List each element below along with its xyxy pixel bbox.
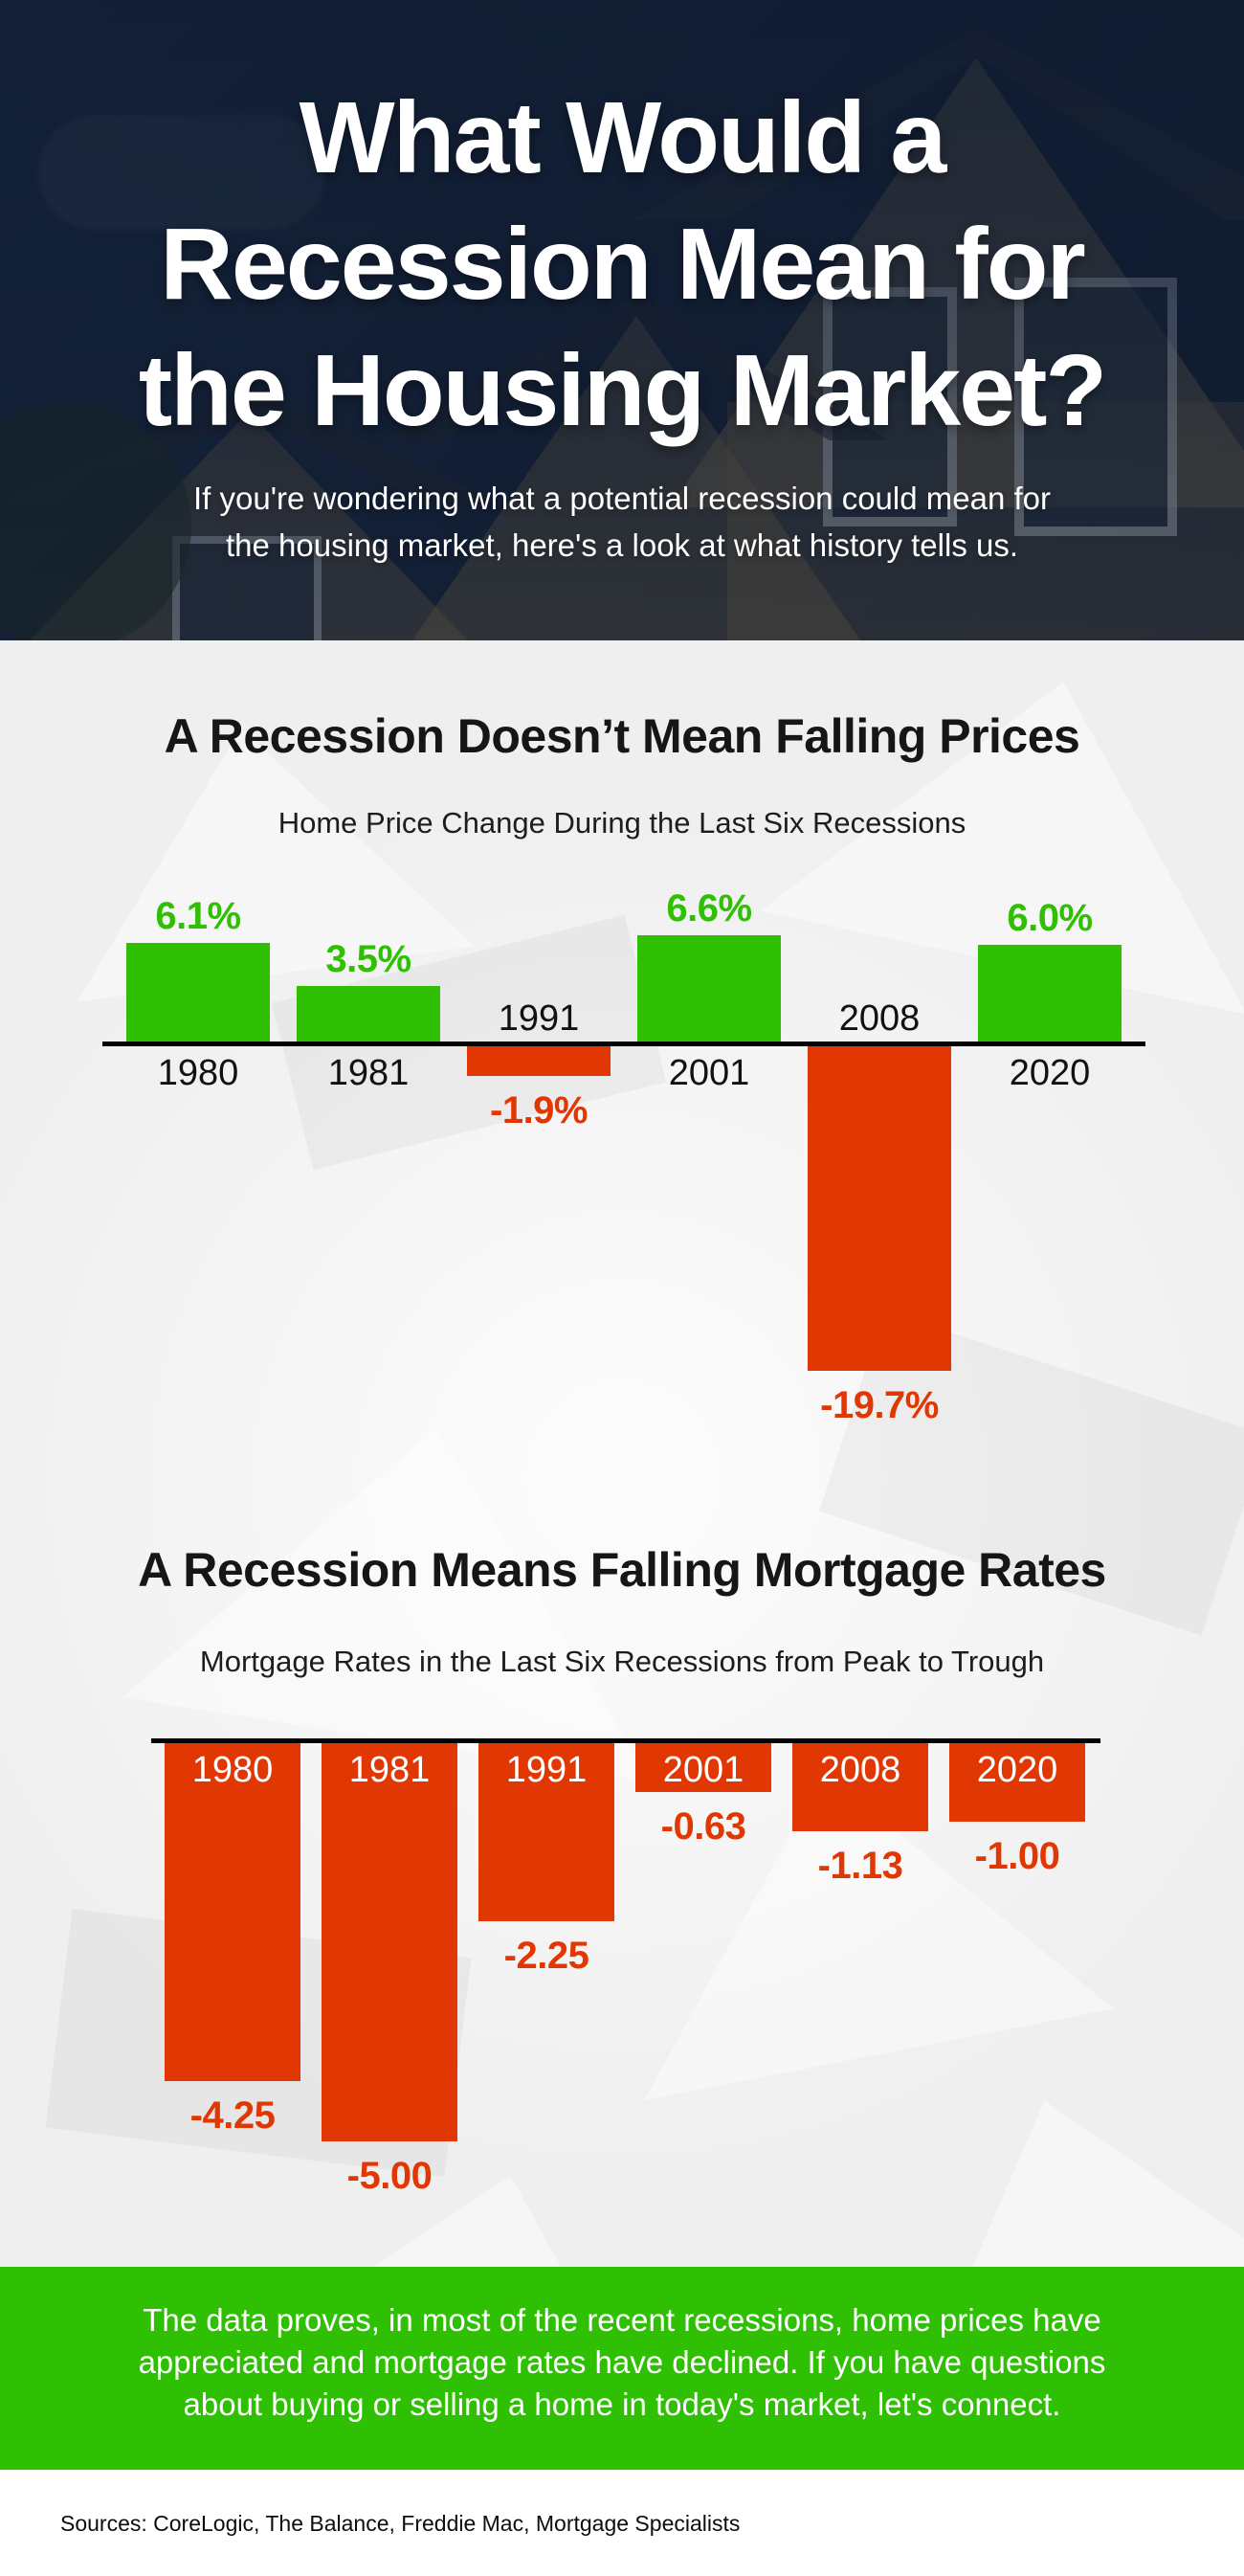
bar-1980: [165, 1741, 300, 2081]
summary-text: The data proves, in most of the recent r…: [0, 2299, 1244, 2426]
page-title-line: Recession Mean for: [160, 208, 1085, 321]
bar-1991: [467, 1044, 611, 1076]
section-heading-prices: A Recession Doesn’t Mean Falling Prices: [164, 709, 1080, 763]
year-label-1980: 1980: [157, 1053, 239, 1093]
year-label-1991: 1991: [498, 998, 580, 1039]
bar-1981: [297, 986, 440, 1044]
bar-2008: [792, 1741, 928, 1831]
value-label-1981: 3.5%: [325, 938, 411, 980]
value-label-1981: -5.00: [346, 2155, 433, 2197]
year-label-1991: 1991: [505, 1750, 588, 1790]
year-label-2008: 2008: [819, 1750, 901, 1790]
section-subheading-prices: Home Price Change During the Last Six Re…: [278, 806, 966, 840]
value-label-2001: -0.63: [660, 1805, 746, 1848]
zero-axis-line: [102, 1042, 1145, 1046]
year-label-2001: 2001: [662, 1750, 744, 1790]
page-title-line: What Would a: [299, 81, 947, 194]
section-subheading-rates: Mortgage Rates in the Last Six Recession…: [199, 1645, 1045, 1678]
value-label-2001: 6.6%: [666, 887, 752, 930]
summary-text-line: about buying or selling a home in today'…: [183, 2386, 1061, 2422]
page-title-line: the Housing Market?: [138, 334, 1107, 447]
page-subtitle-line: If you're wondering what a potential rec…: [193, 481, 1051, 516]
bar-1991: [478, 1741, 614, 1921]
bar-2020: [949, 1741, 1085, 1822]
bar-2020: [978, 945, 1122, 1044]
section-heading-rates: A Recession Means Falling Mortgage Rates: [138, 1543, 1106, 1597]
sources-note: Sources: CoreLogic, The Balance, Freddie…: [60, 2511, 741, 2536]
year-label-2008: 2008: [838, 998, 921, 1039]
value-label-2008: -1.13: [817, 1845, 903, 1887]
value-label-1991: -1.9%: [490, 1089, 589, 1131]
page-subtitle-line: the housing market, here's a look at wha…: [225, 527, 1019, 563]
value-label-2008: -19.7%: [820, 1384, 939, 1426]
value-label-1980: -4.25: [189, 2094, 276, 2137]
hero-dark-overlay: [0, 0, 1244, 640]
value-label-2020: 6.0%: [1007, 897, 1093, 939]
year-label-1980: 1980: [191, 1750, 274, 1790]
year-label-2020: 2020: [976, 1750, 1058, 1790]
page-title: What Would a Recession Mean for the Hous…: [0, 75, 1244, 454]
year-label-1981: 1981: [327, 1053, 410, 1093]
bar-1981: [322, 1741, 457, 2141]
bar-2001: [635, 1741, 771, 1792]
bar-1980: [126, 943, 270, 1044]
summary-band: The data proves, in most of the recent r…: [0, 2267, 1244, 2470]
summary-text-line: The data proves, in most of the recent r…: [143, 2302, 1101, 2338]
bar-2008: [808, 1044, 951, 1371]
year-label-1981: 1981: [348, 1750, 431, 1790]
value-label-1991: -2.25: [503, 1935, 589, 1977]
year-label-2001: 2001: [668, 1053, 750, 1093]
summary-text-line: appreciated and mortgage rates have decl…: [138, 2344, 1106, 2380]
year-label-2020: 2020: [1009, 1053, 1091, 1093]
hero-section: What Would a Recession Mean for the Hous…: [0, 0, 1244, 640]
page-subtitle: If you're wondering what a potential rec…: [0, 475, 1244, 569]
zero-axis-line: [151, 1738, 1100, 1743]
value-label-1980: 6.1%: [155, 895, 241, 937]
value-label-2020: -1.00: [974, 1835, 1060, 1877]
bar-2001: [637, 935, 781, 1044]
